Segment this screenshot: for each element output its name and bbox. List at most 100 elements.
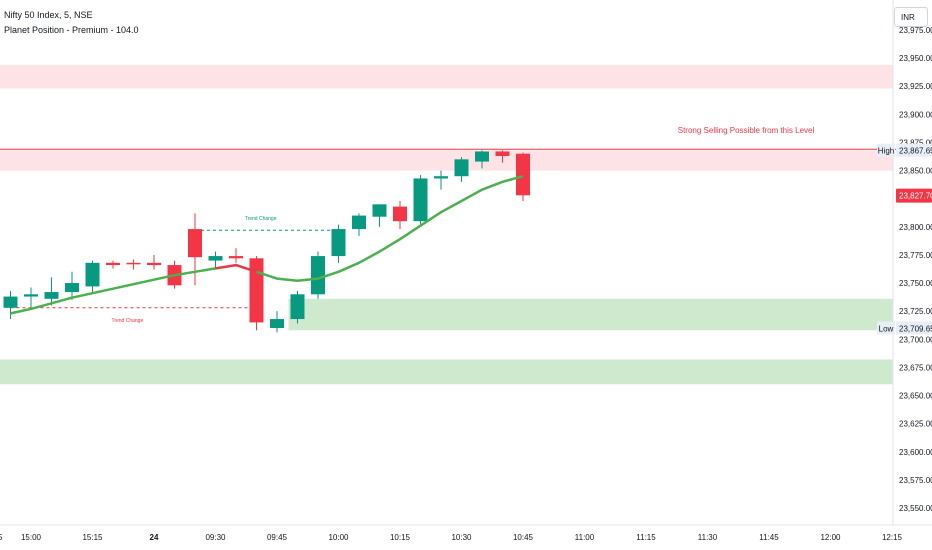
- candle-17: [352, 213, 366, 236]
- x-tick-label: 24: [150, 533, 159, 542]
- candle-body: [290, 294, 305, 320]
- demand-zone-2: [288, 298, 893, 331]
- candle-1: [24, 287, 38, 309]
- candle-body: [147, 262, 161, 266]
- trend-change-up-annotation: Trend Change: [245, 216, 277, 222]
- ma-segment-up: [10, 267, 216, 315]
- x-tick-label: 09:45: [267, 533, 288, 542]
- trend-change-down-annotation: Trend Change: [111, 318, 143, 324]
- candle-body: [270, 319, 284, 329]
- high-label-tag: High: [878, 147, 894, 156]
- y-tick-label: 23,750.00: [899, 279, 932, 288]
- moving-average-layer: [10, 174, 524, 315]
- y-tick-label: 23,600.00: [899, 448, 932, 457]
- candle-10: [208, 251, 223, 270]
- candle-12: [249, 256, 264, 331]
- y-tick-label: 23,775.00: [899, 251, 932, 260]
- time-axis[interactable]: 5 15:00 15:15 24 09:30 09:45 10:00 10:15 10:30 10…: [0, 524, 932, 542]
- candle-11: [229, 248, 243, 263]
- supply-zone-1: [0, 150, 893, 171]
- x-tick-label: 12:00: [820, 533, 841, 542]
- y-tick-label: 23,925.00: [899, 82, 932, 91]
- candle-body: [208, 256, 223, 261]
- candle-9: [188, 213, 202, 286]
- candle-body: [495, 151, 510, 156]
- y-tick-label: 23,725.00: [899, 307, 932, 316]
- x-tick-label: 09:30: [205, 533, 226, 542]
- y-tick-label: 23,650.00: [899, 392, 932, 401]
- x-tick-label: 10:00: [328, 533, 349, 542]
- candle-body: [249, 258, 264, 323]
- indicator-label[interactable]: Planet Position - Premium - 104.0: [4, 25, 139, 35]
- x-tick-label: 11:45: [759, 533, 779, 542]
- low-label-tag: Low: [879, 324, 894, 333]
- candle-body: [413, 178, 428, 222]
- last-price-value: 23,827.70: [899, 192, 932, 201]
- high-label-value-bg: [896, 143, 932, 157]
- candle-5: [106, 260, 120, 269]
- high-label-value: 23,867.65: [899, 147, 932, 156]
- candle-body: [126, 262, 141, 265]
- x-tick-label: 15:15: [82, 533, 103, 542]
- low-label-value-bg: [896, 321, 932, 335]
- candle-body: [372, 204, 387, 217]
- candle-body: [44, 292, 59, 299]
- strong-selling-annotation: Strong Selling Possible from this Level: [678, 126, 815, 135]
- candle-19: [393, 200, 407, 230]
- candle-15: [311, 251, 325, 299]
- candle-body: [516, 153, 530, 196]
- candle-18: [372, 204, 387, 227]
- ma-segment-down: [215, 263, 257, 273]
- x-tick-label: 10:15: [390, 533, 411, 542]
- y-tick-label: 23,550.00: [899, 504, 932, 513]
- x-tick-label: 11:15: [636, 533, 656, 542]
- candle-13: [270, 311, 284, 333]
- y-tick-label: 23,875.00: [899, 138, 932, 147]
- candle-body: [352, 215, 366, 230]
- candle-14: [290, 290, 305, 324]
- candle-24: [495, 150, 510, 163]
- x-tick-label: 5: [0, 533, 3, 542]
- candle-body: [3, 296, 18, 308]
- candle-16: [331, 224, 346, 263]
- candle-body: [188, 229, 202, 258]
- y-tick-label: 23,625.00: [899, 420, 932, 429]
- candle-body: [434, 176, 448, 179]
- x-tick-label: 15:00: [21, 533, 42, 542]
- candle-body: [24, 294, 38, 297]
- supply-zone-0: [0, 64, 893, 89]
- low-label-value: 23,709.65: [899, 324, 932, 333]
- candle-body: [311, 256, 325, 295]
- candle-2: [44, 277, 59, 306]
- candle-23: [475, 150, 489, 169]
- candle-3: [65, 271, 79, 300]
- candle-body: [106, 262, 120, 266]
- y-tick-label: 23,975.00: [899, 26, 932, 35]
- high-label-tag-bg: [877, 143, 895, 157]
- candle-0: [3, 290, 18, 320]
- x-tick-label: 12:15: [882, 533, 903, 542]
- ma-segment-up-2: [256, 174, 524, 283]
- y-tick-label: 23,900.00: [899, 110, 932, 119]
- price-labels-layer: High 23,867.65 Low 23,709.65 23,827.70: [877, 143, 932, 335]
- candle-21: [434, 170, 448, 190]
- y-tick-label: 23,800.00: [899, 223, 932, 232]
- price-axis[interactable]: 23,550.00 23,575.00 23,600.00 23,625.00 23,6…: [892, 0, 932, 525]
- x-tick-label: 10:30: [451, 533, 472, 542]
- candle-22: [454, 157, 469, 182]
- candles-layer: [3, 150, 530, 333]
- zones-layer: [0, 64, 893, 385]
- candle-7: [147, 254, 161, 270]
- candle-20: [413, 175, 428, 227]
- y-tick-label: 23,950.00: [899, 54, 932, 63]
- candle-body: [475, 151, 489, 162]
- y-tick-label: 23,850.00: [899, 167, 932, 176]
- candle-body: [85, 262, 100, 287]
- annotations-layer: Strong Selling Possible from this Level T…: [111, 126, 814, 324]
- x-tick-label: 11:30: [698, 533, 718, 542]
- candle-body: [393, 206, 407, 222]
- candle-body: [229, 256, 243, 259]
- low-label-tag-bg: [877, 321, 895, 335]
- currency-selector[interactable]: INR: [894, 7, 928, 27]
